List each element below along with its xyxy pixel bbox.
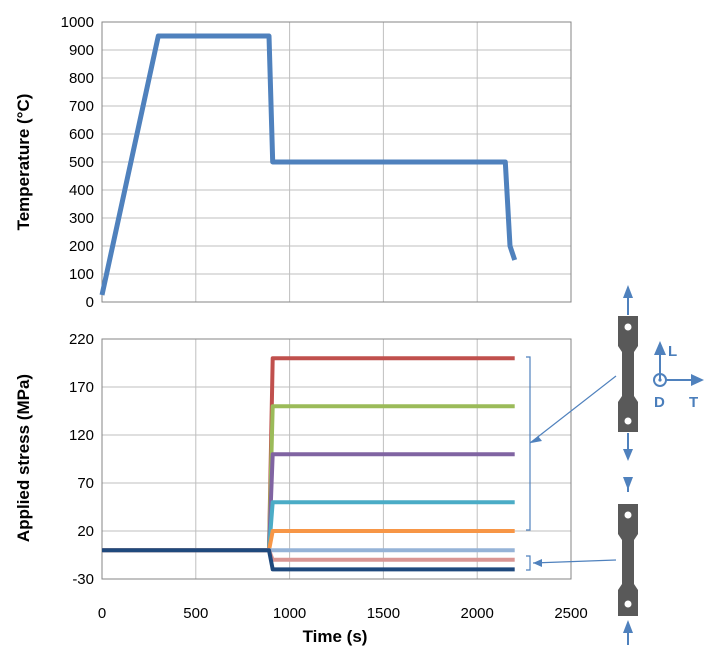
- series-line-20-mpa: [102, 548, 515, 572]
- plot-frame: [101, 21, 572, 303]
- stress-chart: -30 20 70 120 170 220 0 500 1000 1500 2000 2500: [69, 331, 588, 622]
- compression-specimen: [618, 477, 638, 645]
- axis-label-t: T: [689, 394, 698, 411]
- axis-label-d: D: [654, 394, 665, 411]
- series-line-150-mpa: [102, 404, 515, 553]
- x-tick-label: 1500: [367, 605, 400, 622]
- y-tick-label: 100: [69, 266, 94, 283]
- y-tick-label: 120: [69, 427, 94, 444]
- y-tick-label: 20: [77, 523, 94, 540]
- series-line-50-mpa: [102, 500, 515, 553]
- y-tick-label: -30: [72, 571, 94, 588]
- y-tick-label: 0: [86, 294, 94, 311]
- stress-axis-title: Applied stress (MPa): [14, 374, 33, 542]
- y-tick-label: 600: [69, 126, 94, 143]
- y-tick-label: 300: [69, 210, 94, 227]
- x-tick-label: 1000: [273, 605, 306, 622]
- y-tick-label: 220: [69, 331, 94, 348]
- x-tick-label: 500: [183, 605, 208, 622]
- tension-specimen: [618, 285, 638, 461]
- y-tick-label: 1000: [61, 14, 94, 31]
- orientation-axes: L D T: [653, 341, 704, 411]
- y-tick-label: 170: [69, 379, 94, 396]
- y-tick-label: 500: [69, 154, 94, 171]
- y-tick-label: 700: [69, 98, 94, 115]
- x-tick-label: 2500: [554, 605, 587, 622]
- x-tick-label: 0: [98, 605, 106, 622]
- y-tick-label: 900: [69, 42, 94, 59]
- y-tick-label: 200: [69, 238, 94, 255]
- x-tick-label: 2000: [461, 605, 494, 622]
- temperature-axis-title: Temperature (°C): [14, 94, 33, 231]
- tension-bracket: [526, 356, 617, 531]
- compression-bracket: [526, 555, 617, 571]
- axis-label-l: L: [668, 343, 677, 360]
- plot-frame: [101, 338, 572, 580]
- time-axis-title: Time (s): [303, 627, 368, 646]
- y-tick-label: 70: [77, 475, 94, 492]
- y-tick-label: 800: [69, 70, 94, 87]
- series-line-20-mpa: [102, 529, 515, 553]
- y-tick-label: 400: [69, 182, 94, 199]
- series-line-temperature: [99, 33, 518, 296]
- temperature-chart: 0 100 200 300 400 500 600 700 800 900 1000: [61, 14, 572, 311]
